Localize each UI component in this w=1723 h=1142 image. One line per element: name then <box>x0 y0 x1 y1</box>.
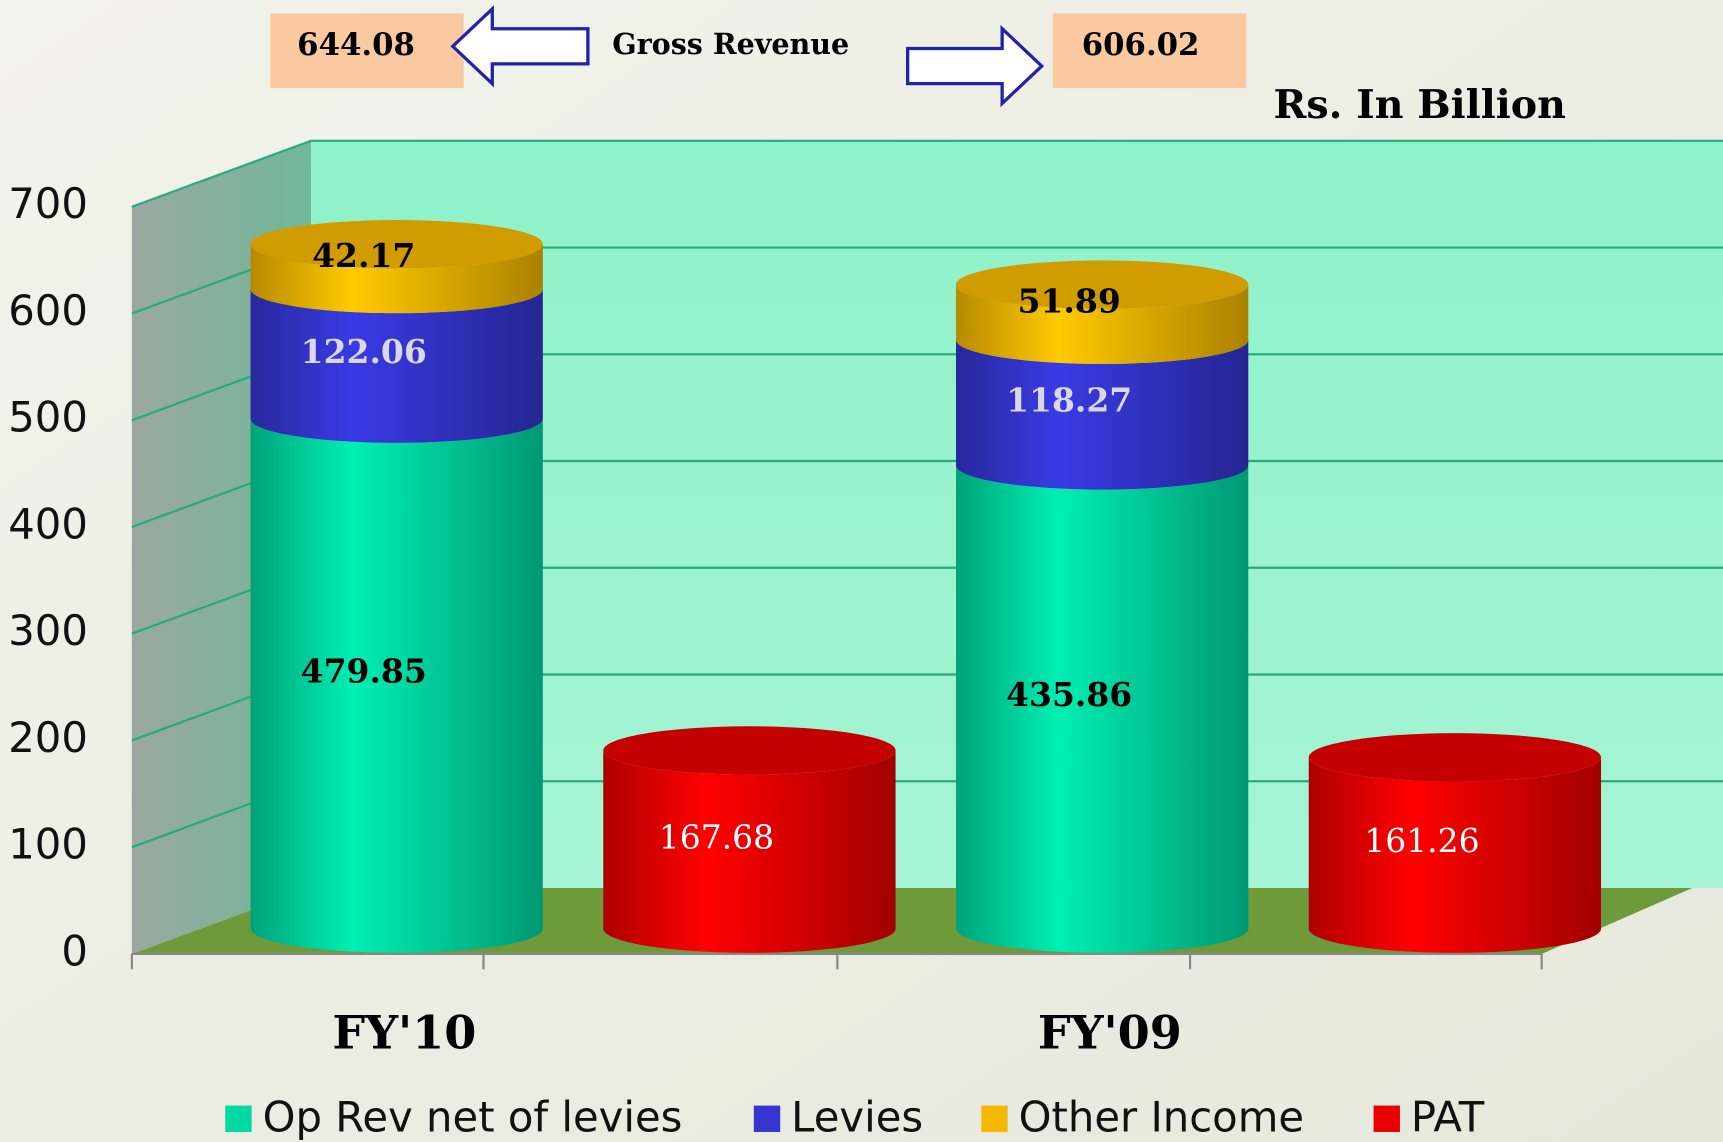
bar <box>1308 757 1602 953</box>
unit-label: Rs. In Billion <box>1274 82 1566 128</box>
y-tick-label: 700 <box>8 179 88 228</box>
bar <box>250 244 543 314</box>
y-tick-label: 0 <box>61 926 88 975</box>
value-label: 51.89 <box>1018 281 1121 320</box>
bar <box>956 465 1249 953</box>
bar <box>956 339 1249 490</box>
legend-label: Op Rev net of levies <box>263 1092 683 1141</box>
value-label: 161.26 <box>1364 821 1479 860</box>
legend-swatch <box>981 1105 1008 1132</box>
value-label: 435.86 <box>1006 675 1132 714</box>
total-box <box>270 13 464 89</box>
bar-top <box>250 220 543 269</box>
bar <box>250 418 543 953</box>
arrow-left <box>450 5 590 88</box>
legend-label: Other Income <box>1019 1092 1304 1141</box>
x-tick-label: FY'09 <box>1038 1005 1182 1059</box>
gross-total: 606.02 <box>1082 27 1200 63</box>
legend-swatch <box>1373 1105 1400 1132</box>
grid-line <box>131 139 1723 208</box>
y-tick-label: 200 <box>8 713 88 762</box>
gross-total: 644.08 <box>297 27 415 63</box>
total-box <box>1052 13 1247 89</box>
legend: Op Rev net of levies Levies Other Income PA… <box>225 1092 1485 1141</box>
bar-top <box>956 260 1249 309</box>
legend-label: PAT <box>1411 1092 1485 1141</box>
bar <box>603 750 896 953</box>
bar <box>956 284 1249 364</box>
value-label: 42.17 <box>312 236 415 275</box>
value-label: 167.68 <box>659 818 774 857</box>
value-label: 118.27 <box>1006 381 1132 420</box>
value-label: 479.85 <box>301 652 427 691</box>
arrow-right <box>906 24 1045 108</box>
y-tick-label: 300 <box>8 606 88 655</box>
value-label: 122.06 <box>301 332 427 371</box>
y-tick-label: 500 <box>8 393 88 442</box>
legend-label: Levies <box>791 1092 923 1141</box>
x-tick-label: FY'10 <box>332 1005 476 1059</box>
y-tick-label: 100 <box>8 820 88 869</box>
bar <box>250 288 543 443</box>
y-tick-label: 600 <box>8 286 88 335</box>
bars: 479.85 122.06 42.17 167.68 435.86 118.27 51.89… <box>250 220 1602 953</box>
y-tick-label: 400 <box>8 499 88 548</box>
legend-swatch <box>225 1105 252 1132</box>
bar-top <box>1308 733 1602 782</box>
bar-top <box>603 726 896 775</box>
legend-swatch <box>753 1105 781 1132</box>
annotation-label: Gross Revenue <box>612 27 849 61</box>
